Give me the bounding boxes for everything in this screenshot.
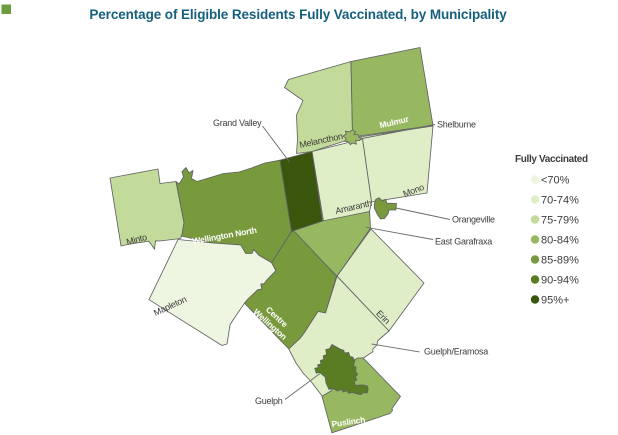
svg-text:Shelburne: Shelburne [437, 120, 476, 130]
svg-text:Grand Valley: Grand Valley [213, 118, 262, 128]
svg-text:Orangeville: Orangeville [452, 215, 495, 225]
svg-text:75-79%: 75-79% [541, 215, 579, 227]
svg-text:Fully Vaccinated: Fully Vaccinated [515, 154, 588, 165]
svg-text:<70%: <70% [541, 175, 570, 187]
svg-text:80-84%: 80-84% [541, 235, 579, 247]
svg-text:95%+: 95%+ [541, 295, 569, 307]
svg-text:70-74%: 70-74% [541, 195, 579, 207]
svg-text:Guelph: Guelph [255, 396, 283, 406]
svg-text:Guelph/Eramosa: Guelph/Eramosa [424, 347, 488, 357]
svg-text:Percentage of Eligible Residen: Percentage of Eligible Residents Fully V… [89, 7, 507, 22]
svg-text:East Garafraxa: East Garafraxa [435, 237, 492, 247]
svg-text:90-94%: 90-94% [541, 275, 579, 287]
svg-text:Puslinch: Puslinch [331, 414, 366, 429]
svg-text:85-89%: 85-89% [541, 255, 579, 267]
